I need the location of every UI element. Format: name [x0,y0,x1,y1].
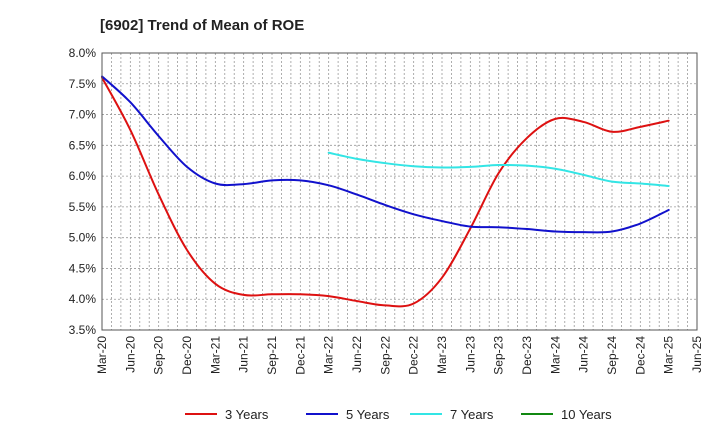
x-tick-label: Dec-24 [633,336,647,375]
series-line-5-years [101,75,670,234]
x-tick-label: Mar-20 [95,336,109,374]
y-tick-label: 8.0% [69,46,97,60]
y-tick-label: 4.0% [69,292,97,306]
y-tick-label: 6.5% [69,138,97,152]
chart-title: [6902] Trend of Mean of ROE [100,17,304,34]
y-tick-label: 4.5% [69,261,97,275]
x-tick-label: Mar-25 [662,336,676,374]
x-tick-label: Dec-21 [293,336,307,375]
x-tick-label: Jun-25 [690,336,704,373]
x-axis-ticks: Mar-20 Jun-20 Sep-20 Dec-20 Mar-21 Jun-21 Sep-… [95,336,704,375]
y-tick-label: 5.0% [69,231,97,245]
y-tick-label: 6.0% [69,169,97,183]
x-tick-label: Sep-23 [492,336,506,375]
x-tick-label: Sep-20 [152,336,166,375]
plot-frame [101,52,698,331]
x-tick-label: Dec-20 [180,336,194,375]
y-tick-label: 5.5% [69,200,97,214]
x-tick-label: Sep-24 [605,336,619,375]
x-tick-label: Dec-22 [407,336,421,375]
y-tick-label: 7.0% [69,108,97,122]
y-axis-ticks: 3.5% 4.0% 4.5% 5.0% 5.5% 6.0% 6.5% 7.0% 7.5% 8.0% [69,46,97,337]
plot-area [102,53,697,330]
x-tick-label: Jun-20 [123,336,137,373]
x-tick-label: Jun-23 [463,336,477,373]
x-tick-label: Mar-21 [208,336,222,374]
x-tick-label: Jun-24 [577,336,591,373]
legend-label-7-years: 7 Years [450,407,494,422]
legend: 3 Years 5 Years 7 Years 10 Years [185,407,612,422]
x-tick-label: Mar-23 [435,336,449,374]
legend-label-5-years: 5 Years [346,407,390,422]
series-line-7-years [327,151,670,187]
x-tick-label: Jun-22 [350,336,364,373]
legend-label-3-years: 3 Years [225,407,269,422]
x-tick-label: Dec-23 [520,336,534,375]
series-layer [101,75,670,308]
x-tick-label: Sep-22 [378,336,392,375]
x-tick-label: Mar-24 [548,336,562,374]
y-tick-label: 3.5% [69,323,97,337]
y-tick-label: 7.5% [69,77,97,91]
x-tick-label: Sep-21 [265,336,279,375]
series-line-3-years [101,76,670,308]
grid-lines [102,53,697,330]
x-tick-label: Jun-21 [237,336,251,373]
x-tick-label: Mar-22 [322,336,336,374]
legend-label-10-years: 10 Years [561,407,612,422]
